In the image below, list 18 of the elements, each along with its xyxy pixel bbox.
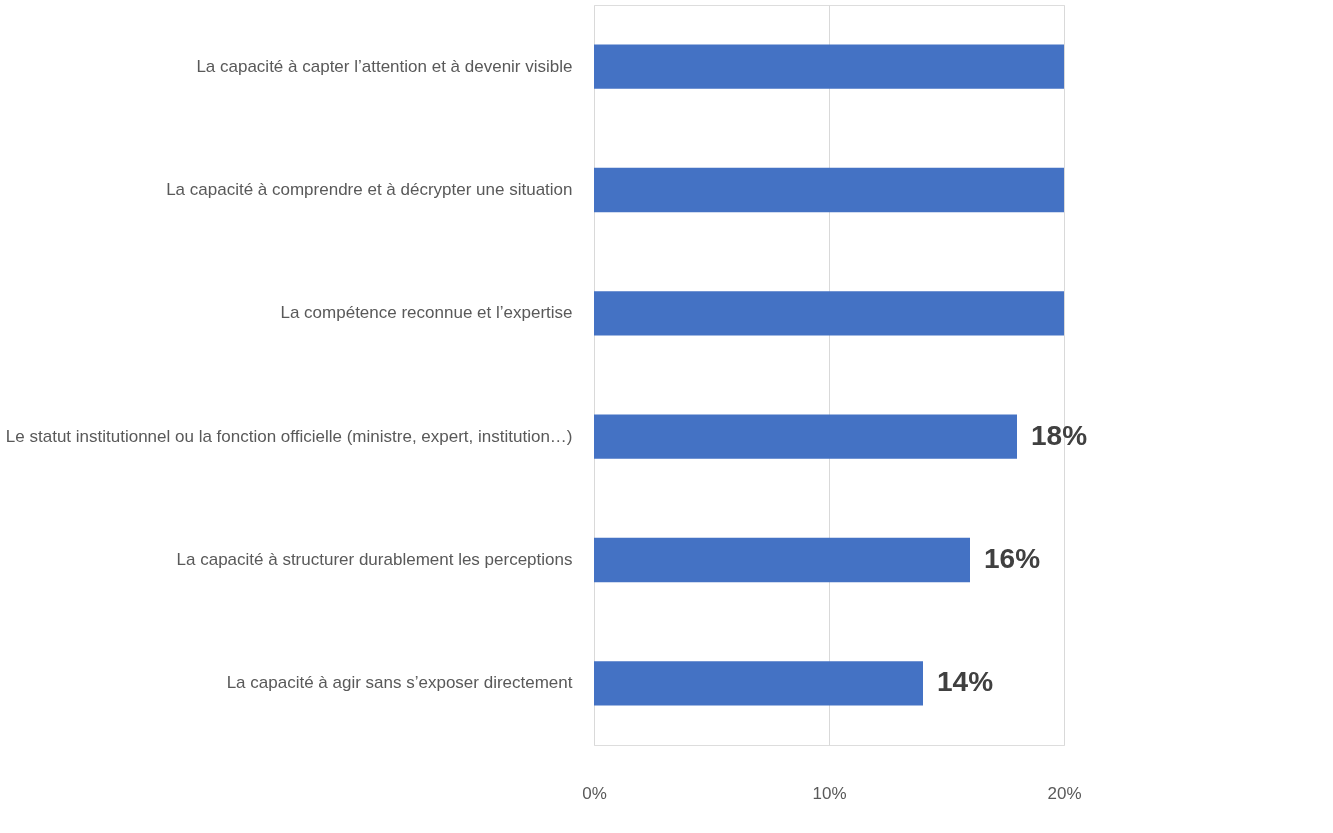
x-tick-label: 0%	[582, 783, 607, 803]
y-tick-label: La capacité à structurer durablement les perceptions	[176, 550, 573, 569]
data-label: 14%	[937, 666, 994, 698]
x-tick-label: 20%	[1047, 783, 1082, 803]
data-label: 16%	[984, 543, 1041, 574]
y-tick-label: La capacité à capter l’attention et à devenir visible	[196, 56, 573, 76]
data-label: 18%	[1031, 419, 1088, 451]
y-tick-label: La capacité à comprendre et à décrypter une situation	[166, 180, 573, 199]
x-tick-label: 10%	[812, 783, 847, 803]
y-tick-label: Le statut institutionnel ou la fonction officielle (ministre, expert, institution…)	[5, 426, 573, 446]
bar	[594, 44, 1064, 89]
y-tick-label: La capacité à agir sans s’exposer directement	[226, 673, 573, 693]
bar	[594, 291, 1064, 336]
bar	[594, 414, 1017, 459]
bar	[594, 167, 1064, 213]
bar	[594, 661, 923, 706]
bar	[594, 537, 970, 583]
y-tick-label: La compétence reconnue et l’expertise	[280, 303, 573, 323]
